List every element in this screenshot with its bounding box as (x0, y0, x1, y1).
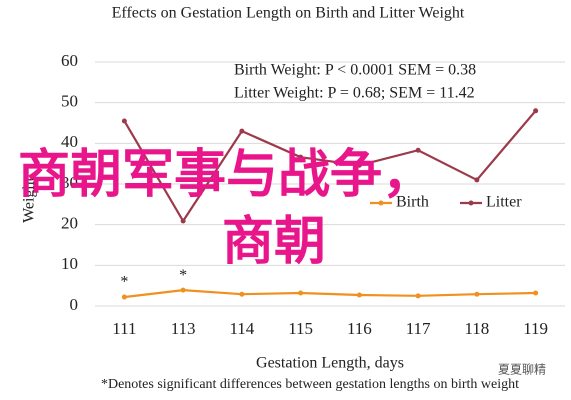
overlay-text: 商朝军事与战争， (18, 145, 434, 205)
watermark: 夏夏聊精 (498, 363, 546, 377)
significance-label: * (179, 267, 187, 284)
significance-label: * (120, 274, 128, 291)
point (356, 162, 362, 168)
footnote: *Denotes significant differences between… (101, 377, 519, 392)
x-tick-label: 117 (406, 319, 431, 338)
x-tick-label: 113 (171, 319, 196, 338)
y-tick-label: 10 (61, 254, 78, 273)
point (415, 147, 421, 153)
annotation: Birth Weight: P < 0.0001 SEM = 0.38 (234, 62, 476, 79)
point (356, 292, 362, 298)
y-axis-label: Weight (21, 177, 38, 223)
x-tick-label: 115 (288, 319, 313, 338)
x-tick-label: 118 (464, 319, 489, 338)
series-line (123, 110, 537, 224)
x-tick-label: 116 (347, 319, 372, 338)
plot-area: 0 10 20 30 40 50 60 111 * 113 * 114 115 116 117 118 119 B… (61, 51, 565, 338)
y-tick-label: 30 (61, 173, 78, 192)
y-tick-label: 20 (61, 214, 78, 233)
y-tick-label: 40 (61, 132, 78, 151)
y-tick-label: 60 (61, 51, 78, 70)
x-tick-label: 111 (112, 319, 136, 338)
point (474, 177, 480, 183)
point (239, 291, 245, 297)
point (180, 287, 186, 293)
point (298, 154, 304, 160)
overlay-text: 商朝 (222, 212, 326, 272)
point (415, 293, 421, 299)
point (533, 290, 539, 296)
annotation: Litter Weight: P = 0.68; SEM = 11.42 (234, 85, 475, 102)
x-tick-label: 114 (229, 319, 254, 338)
legend-swatch (468, 200, 474, 206)
point (298, 290, 304, 296)
y-tick-label: 0 (70, 295, 79, 314)
legend-label: Litter (486, 194, 522, 211)
legend-label: Birth (396, 194, 429, 211)
point (121, 294, 127, 300)
point (474, 291, 480, 297)
point (533, 108, 539, 114)
point (121, 118, 127, 124)
x-axis-label: Gestation Length, days (256, 355, 404, 372)
series-line (124, 289, 536, 299)
point (239, 128, 245, 134)
legend-swatch (378, 200, 384, 206)
point (180, 218, 186, 224)
chart-title: Effects on Gestation Length on Birth and… (112, 5, 465, 22)
x-tick-label: 119 (523, 319, 548, 338)
y-tick-label: 50 (61, 92, 78, 111)
